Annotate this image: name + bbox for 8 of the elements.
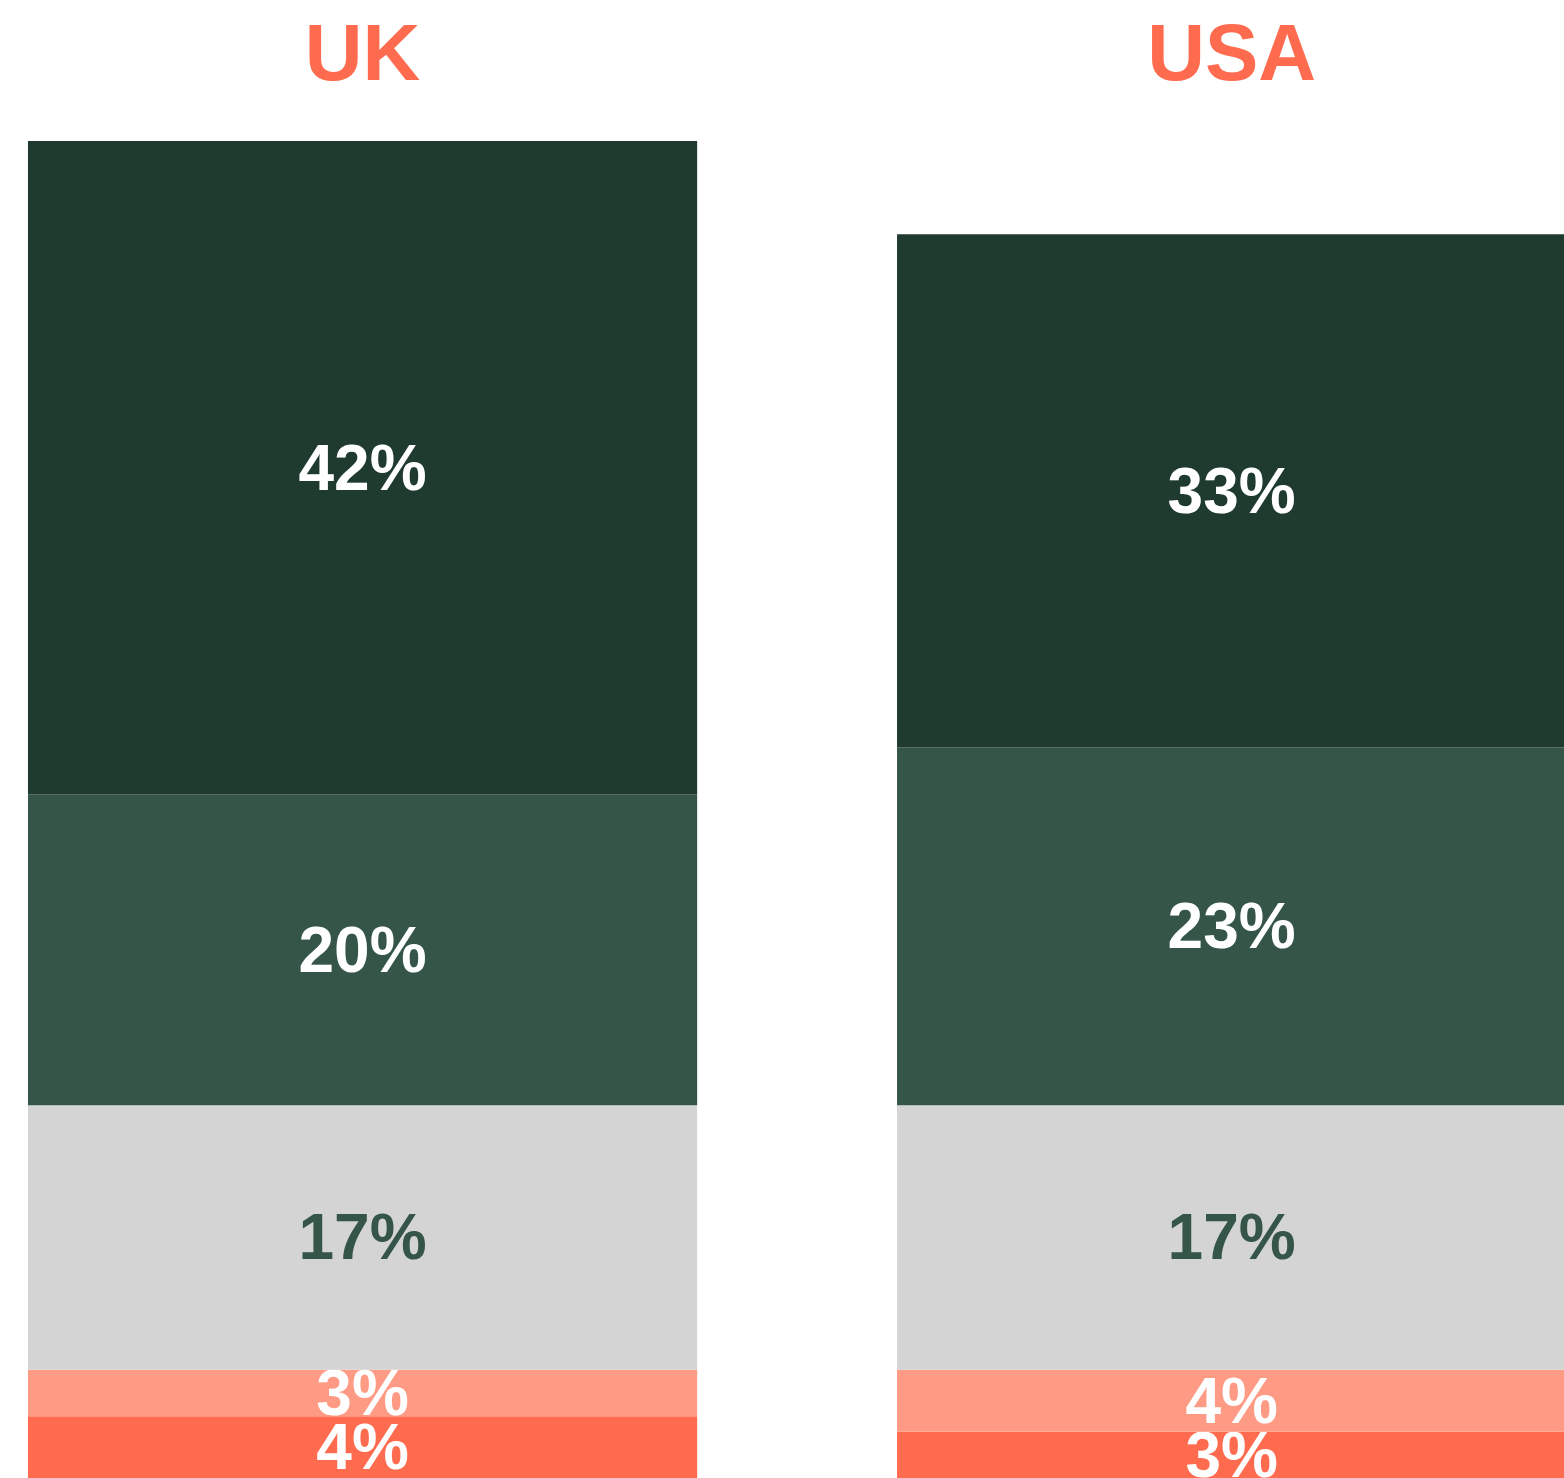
data-label: 17%: [298, 1201, 427, 1274]
data-label: 23%: [1167, 890, 1296, 963]
data-label: 42%: [298, 431, 427, 504]
data-label: 33%: [1167, 454, 1296, 527]
x-tick-label: UK: [304, 7, 421, 97]
data-label: 20%: [298, 913, 427, 986]
data-label: 17%: [1167, 1201, 1296, 1274]
x-tick-label: USA: [1147, 7, 1317, 97]
